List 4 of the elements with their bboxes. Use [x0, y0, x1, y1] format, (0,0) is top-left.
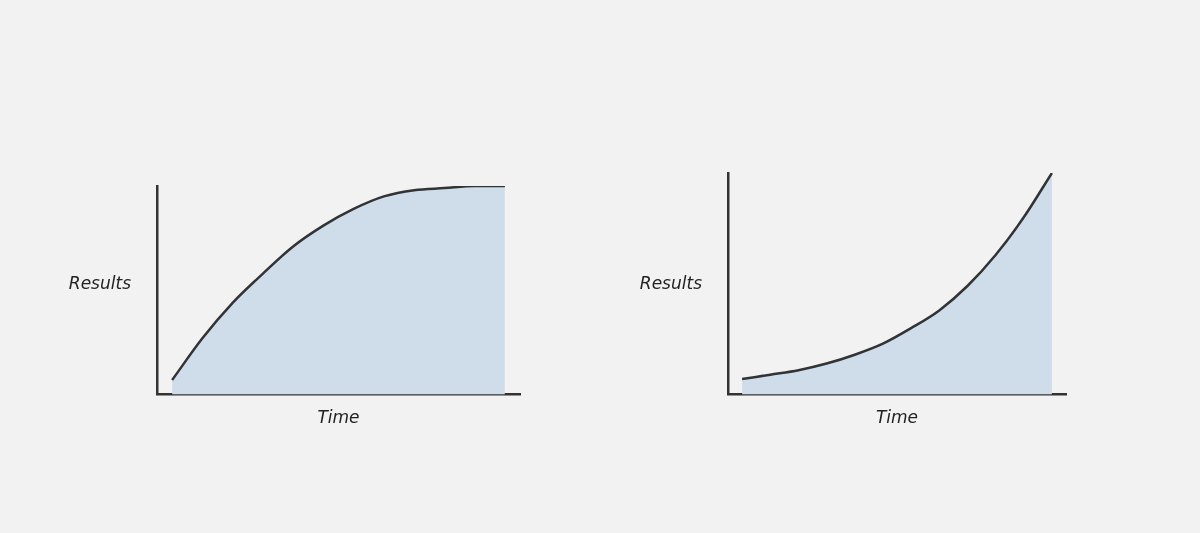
- x-axis-title: Time: [875, 407, 919, 428]
- y-axis-title: Results: [639, 273, 703, 294]
- y-axis-title: Results: [68, 273, 132, 294]
- x-axis-title: Time: [317, 407, 360, 428]
